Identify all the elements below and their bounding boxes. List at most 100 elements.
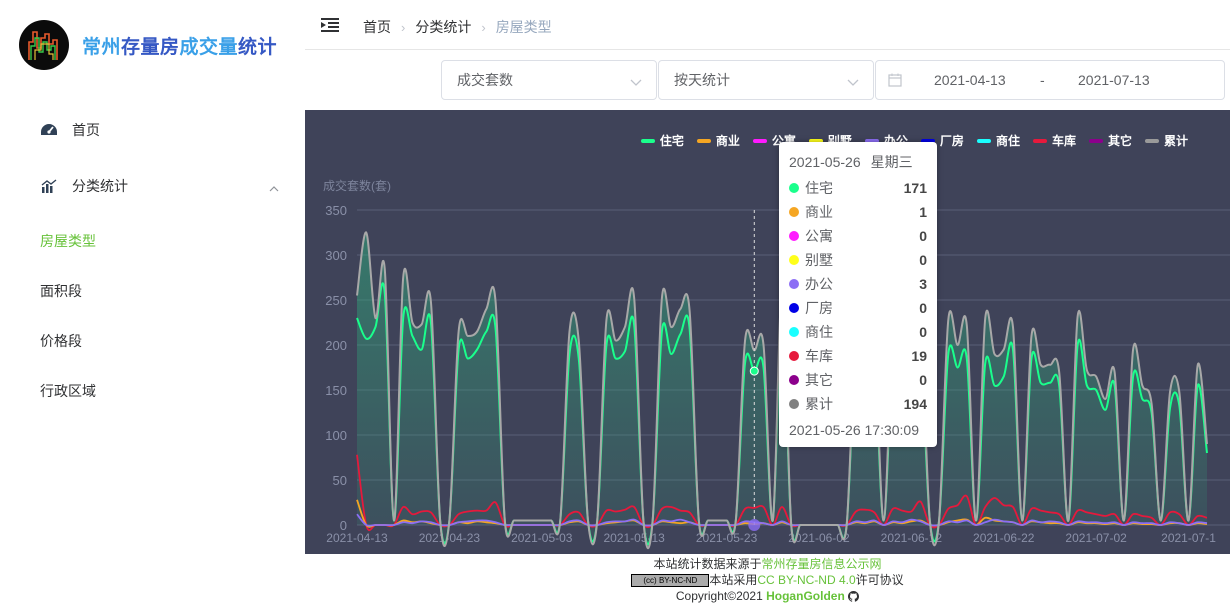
y-tick-label: 100 — [325, 428, 347, 443]
sidebar-item-label: 分类统计 — [72, 176, 128, 196]
x-tick-label: 2021-04-13 — [326, 531, 388, 545]
y-tick-label: 150 — [325, 383, 347, 398]
series-name: 商业 — [805, 202, 833, 222]
tooltip-row: 办公 3 — [789, 272, 927, 296]
calendar-icon — [888, 73, 902, 90]
chart-panel[interactable]: 住宅商业公寓别墅办公厂房商住车库其它累计 成交套数(套) 0 50 100 150 200… — [305, 110, 1230, 554]
sidebar-subitem-area[interactable]: 面积段 — [40, 281, 82, 301]
series-dot — [789, 183, 799, 193]
chevron-down-icon — [847, 74, 859, 90]
bar-chart-icon — [40, 177, 58, 195]
x-tick-label: 2021-05-03 — [511, 531, 573, 545]
breadcrumb: 首页 › 分类统计 › 房屋类型 — [363, 17, 552, 37]
breadcrumb-home[interactable]: 首页 — [363, 17, 391, 37]
hamburger-icon[interactable] — [321, 17, 339, 38]
tooltip-row: 商业 1 — [789, 200, 927, 224]
tooltip-row: 别墅 0 — [789, 248, 927, 272]
tooltip-date: 2021-05-26 — [789, 154, 861, 170]
series-name: 办公 — [805, 274, 833, 294]
date-separator: - — [1040, 72, 1045, 88]
series-name: 住宅 — [805, 178, 833, 198]
series-value: 171 — [904, 180, 927, 196]
series-dot — [789, 207, 799, 217]
tooltip-row: 累计 194 — [789, 392, 927, 416]
series-name: 其它 — [805, 370, 833, 390]
metric-select[interactable]: 成交套数 — [441, 60, 657, 100]
chevron-down-icon — [630, 74, 642, 90]
granularity-select-value: 按天统计 — [674, 70, 730, 90]
granularity-select[interactable]: 按天统计 — [658, 60, 874, 100]
top-navbar: 首页 › 分类统计 › 房屋类型 — [305, 0, 1230, 50]
chart-tooltip: 2021-05-26 星期三 住宅 171 商业 1 公寓 0 别墅 0 办公 3 厂房 0 商住 0 车库… — [779, 142, 937, 447]
series-value: 1 — [919, 204, 927, 220]
series-value: 0 — [919, 324, 927, 340]
x-tick-label: 2021-07-02 — [1065, 531, 1127, 545]
series-name: 车库 — [805, 346, 833, 366]
series-name: 厂房 — [805, 298, 833, 318]
sidebar-item-category[interactable]: 分类统计 — [0, 166, 305, 206]
github-icon[interactable] — [848, 589, 859, 603]
series-name: 累计 — [805, 394, 833, 414]
x-tick-label: 2021-07-1 — [1161, 531, 1216, 545]
series-dot — [789, 279, 799, 289]
series-value: 0 — [919, 372, 927, 388]
dashboard-icon — [40, 121, 58, 139]
series-dot — [789, 351, 799, 361]
series-value: 19 — [911, 348, 927, 364]
chevron-up-icon — [269, 179, 279, 195]
sidebar-subitem-house-type[interactable]: 房屋类型 — [40, 231, 96, 251]
series-dot — [789, 255, 799, 265]
x-tick-label: 2021-04-23 — [419, 531, 481, 545]
breadcrumb-current: 房屋类型 — [496, 17, 552, 37]
y-tick-label: 50 — [333, 473, 347, 488]
hover-point — [748, 519, 760, 531]
end-date-input[interactable]: 2021-07-13 — [1078, 72, 1150, 88]
series-dot — [789, 399, 799, 409]
x-tick-label: 2021-05-23 — [696, 531, 758, 545]
series-dot — [789, 231, 799, 241]
series-dot — [789, 303, 799, 313]
start-date-input[interactable]: 2021-04-13 — [934, 72, 1006, 88]
cc-license-badge[interactable]: (cc) BY-NC-ND — [631, 574, 709, 587]
y-tick-label: 200 — [325, 338, 347, 353]
series-value: 0 — [919, 252, 927, 268]
x-tick-label: 2021-06-22 — [973, 531, 1035, 545]
series-value: 0 — [919, 300, 927, 316]
footer-license: (cc) BY-NC-ND 本站采用CC BY-NC-ND 4.0许可协议 — [305, 572, 1230, 588]
breadcrumb-category[interactable]: 分类统计 — [415, 17, 471, 37]
series-name: 商住 — [805, 322, 833, 342]
y-tick-label: 350 — [325, 203, 347, 218]
tooltip-row: 其它 0 — [789, 368, 927, 392]
footer: 本站统计数据来源于常州存量房信息公示网 (cc) BY-NC-ND 本站采用CC … — [305, 556, 1230, 604]
sidebar-item-label: 首页 — [72, 120, 100, 140]
hover-point — [750, 367, 758, 375]
series-value: 0 — [919, 228, 927, 244]
tooltip-row: 厂房 0 — [789, 296, 927, 320]
tooltip-header: 2021-05-26 星期三 — [789, 151, 927, 173]
sidebar-subitem-price[interactable]: 价格段 — [40, 331, 82, 351]
tooltip-row: 车库 19 — [789, 344, 927, 368]
logo-icon[interactable] — [19, 20, 69, 70]
series-name: 别墅 — [805, 250, 833, 270]
source-link[interactable]: 常州存量房信息公示网 — [762, 557, 882, 571]
chevron-right-icon: › — [401, 20, 405, 35]
license-link[interactable]: CC BY-NC-ND 4.0 — [757, 573, 855, 587]
series-name: 公寓 — [805, 226, 833, 246]
series-dot — [789, 375, 799, 385]
tooltip-row: 公寓 0 — [789, 224, 927, 248]
sidebar: 常州存量房成交量统计 首页 分类统计 房屋类型 面积段 价格段 行政区域 — [0, 0, 305, 602]
site-title: 常州存量房成交量统计 — [82, 32, 277, 59]
y-tick-label: 250 — [325, 293, 347, 308]
tooltip-row: 商住 0 — [789, 320, 927, 344]
y-tick-label: 300 — [325, 248, 347, 263]
series-value: 3 — [919, 276, 927, 292]
sidebar-subitem-district[interactable]: 行政区域 — [40, 381, 96, 401]
x-tick-label: 2021-05-13 — [603, 531, 665, 545]
sidebar-item-home[interactable]: 首页 — [0, 110, 305, 150]
author-link[interactable]: HoganGolden — [766, 589, 845, 603]
tooltip-row: 住宅 171 — [789, 176, 927, 200]
date-range-picker[interactable]: 2021-04-13 - 2021-07-13 — [875, 60, 1225, 100]
tooltip-timestamp: 2021-05-26 17:30:09 — [789, 419, 927, 441]
tooltip-weekday: 星期三 — [871, 152, 913, 172]
